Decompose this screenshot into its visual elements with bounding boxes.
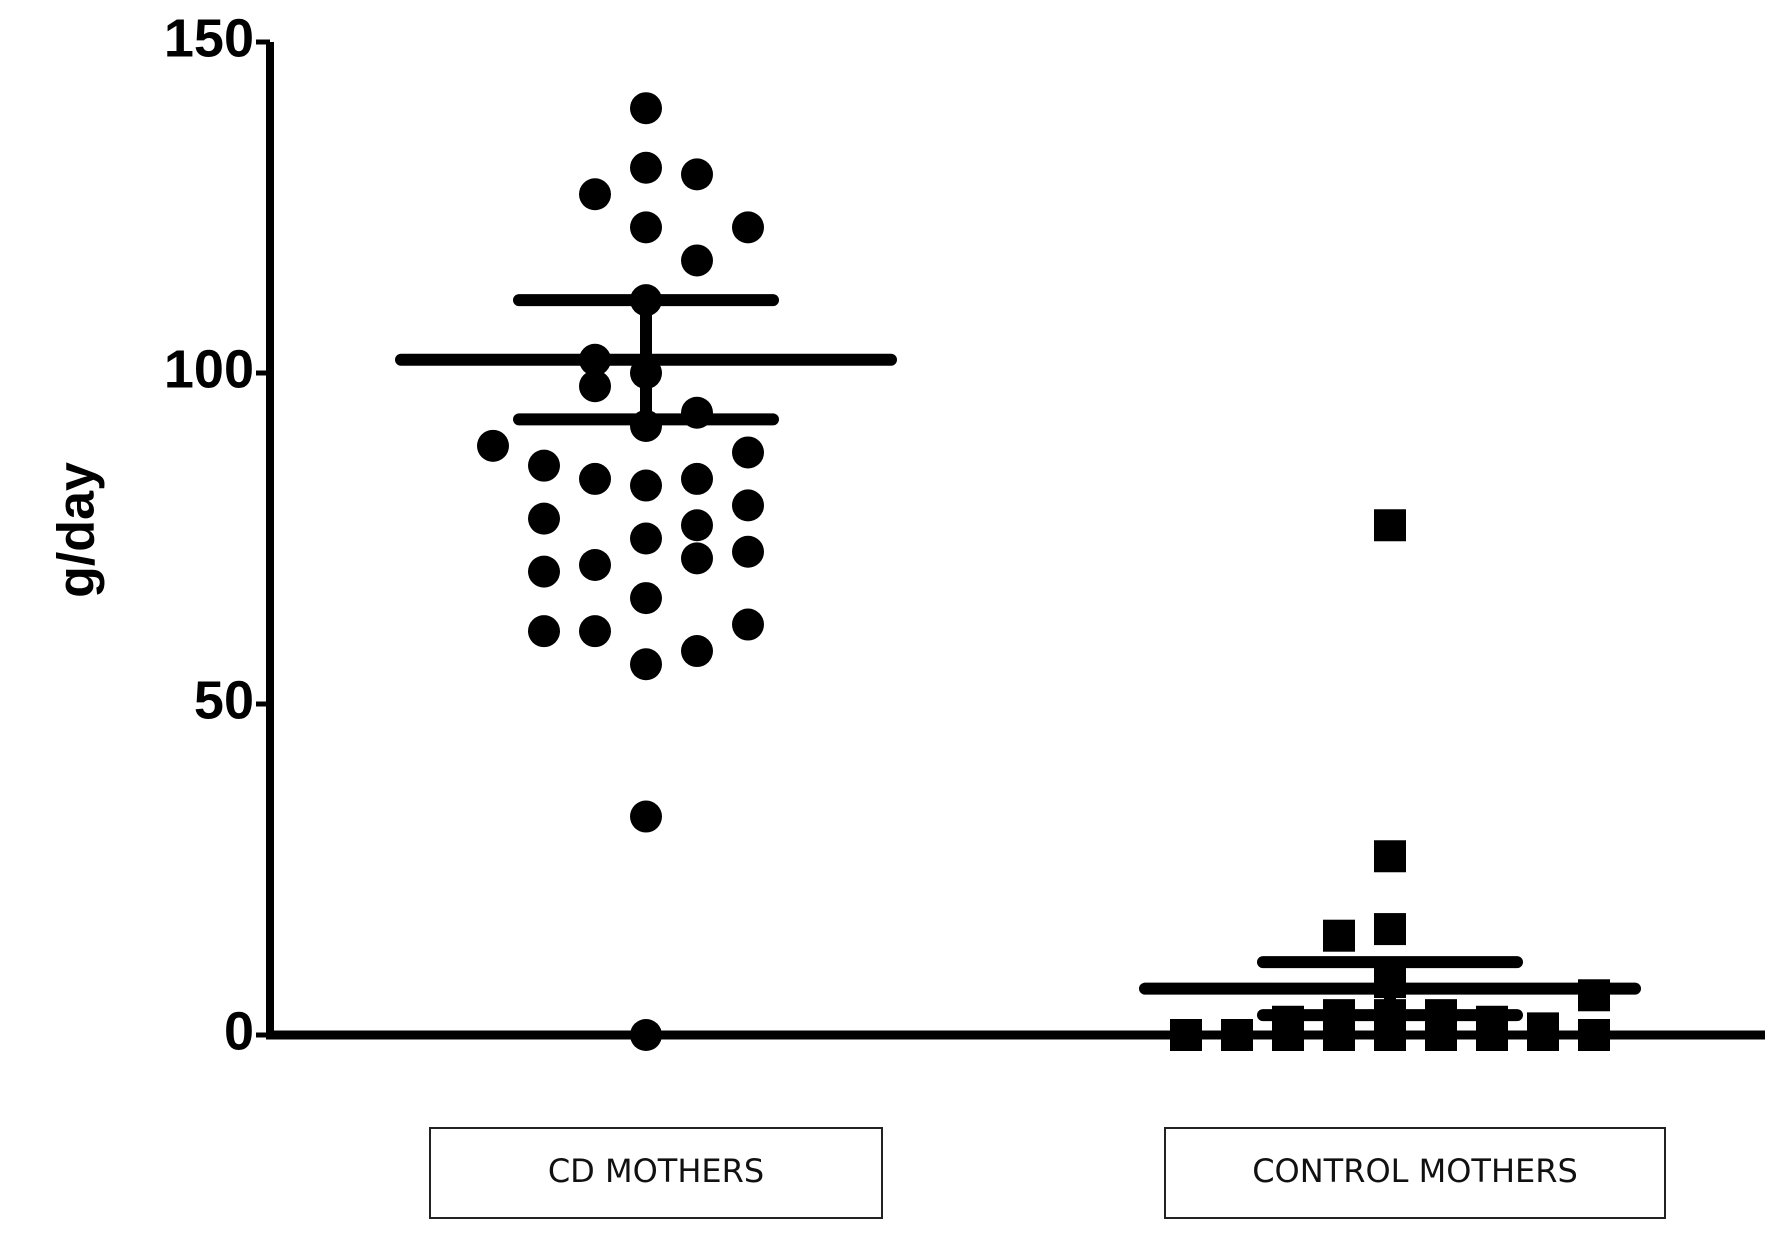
data-point-square	[1374, 913, 1406, 946]
data-point-square	[1476, 1019, 1508, 1051]
data-point-circle	[732, 489, 764, 522]
category-label-cd-mothers: CD MOTHERS	[548, 1152, 764, 1190]
data-point-circle	[579, 548, 611, 581]
data-point-circle	[630, 582, 662, 615]
data-point-circle	[681, 509, 713, 542]
data-point-circle	[732, 436, 764, 469]
data-point-circle	[630, 522, 662, 555]
data-point-circle	[732, 211, 764, 244]
data-point-circle	[528, 449, 560, 482]
data-point-square	[1374, 1019, 1406, 1051]
data-point-circle	[477, 429, 509, 462]
y-tick-label: 0	[224, 1001, 254, 1061]
data-point-square	[1425, 1019, 1457, 1051]
data-point-circle	[528, 555, 560, 588]
data-point-circle	[630, 648, 662, 681]
data-point-square	[1527, 1019, 1559, 1051]
data-point-circle	[732, 608, 764, 641]
y-tick-label: 100	[164, 339, 254, 399]
category-box-control-mothers	[1164, 1127, 1666, 1219]
data-point-circle	[630, 1019, 662, 1051]
y-axis-title: g/day	[48, 462, 106, 598]
data-point-circle	[579, 178, 611, 211]
data-point-circle	[630, 92, 662, 125]
y-tick-label: 50	[194, 670, 254, 730]
data-point-circle	[630, 211, 662, 244]
data-point-square	[1221, 1019, 1253, 1051]
mean-sem-bars	[395, 294, 1641, 1022]
data-point-circle	[681, 244, 713, 277]
y-ticks: 0 50 100 150	[164, 8, 270, 1061]
data-point-circle	[681, 542, 713, 575]
category-label-control-mothers: CONTROL MOTHERS	[1252, 1152, 1578, 1190]
y-tick-label: 150	[164, 8, 254, 68]
data-point-circle	[630, 151, 662, 184]
data-point-square	[1170, 1019, 1202, 1051]
category-box-cd-mothers	[429, 1127, 883, 1219]
data-point-circle	[528, 502, 560, 535]
data-point-circle	[681, 158, 713, 191]
data-point-circle	[579, 462, 611, 495]
data-point-circle	[579, 370, 611, 403]
data-point-circle	[732, 535, 764, 568]
y-axis: 0 50 100 150 g/day	[48, 8, 274, 1061]
data-point-circle	[579, 615, 611, 648]
data-point-circle	[630, 469, 662, 502]
data-point-square	[1578, 1019, 1610, 1051]
data-point-square	[1374, 840, 1406, 873]
data-point-square	[1272, 1019, 1304, 1051]
data-point-square	[1374, 509, 1406, 542]
data-point-circle	[681, 635, 713, 668]
category-cd-mothers: CD MOTHERS	[429, 1127, 883, 1219]
data-point-circle	[630, 800, 662, 833]
data-point-square	[1323, 919, 1355, 952]
data-points	[477, 92, 1610, 1051]
data-point-square	[1323, 1019, 1355, 1051]
data-point-circle	[681, 462, 713, 495]
data-point-circle	[528, 615, 560, 648]
category-control-mothers: CONTROL MOTHERS	[1164, 1127, 1666, 1219]
